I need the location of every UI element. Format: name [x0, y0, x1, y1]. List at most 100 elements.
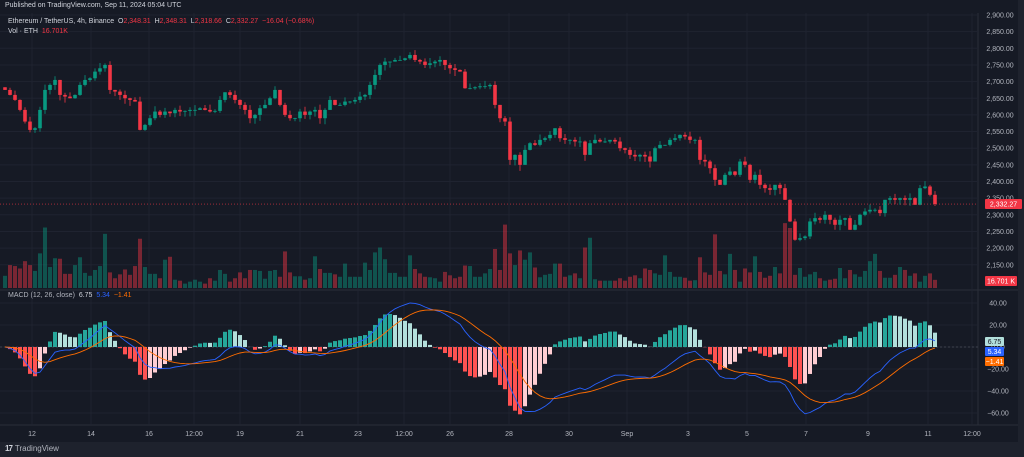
- macd-histogram-bar: [633, 343, 637, 347]
- macd-hist-badge-label: 6.75: [988, 339, 1002, 346]
- candle-body: [358, 96, 362, 100]
- macd-line-value: 5.34: [96, 292, 110, 299]
- time-tick-label: 9: [866, 431, 870, 438]
- macd-histogram-bar: [98, 322, 102, 347]
- time-tick-label: 12:00: [395, 431, 413, 438]
- macd-histogram-bar: [138, 347, 142, 375]
- macd-histogram-bar: [828, 344, 832, 347]
- candle-body: [368, 84, 372, 95]
- volume-bar: [583, 247, 587, 288]
- volume-bar: [368, 269, 372, 288]
- candle-body: [128, 98, 132, 100]
- time-tick-label: 12:00: [963, 431, 981, 438]
- candle-body: [428, 63, 432, 65]
- candle-body: [283, 104, 287, 115]
- volume-bar: [178, 280, 182, 288]
- volume-bar: [23, 261, 27, 288]
- macd-histogram-bar: [468, 347, 472, 377]
- price-tick-label: 2,400.00: [986, 179, 1013, 186]
- volume-bar: [378, 247, 382, 288]
- volume-bar: [423, 276, 427, 288]
- candle-body: [703, 159, 707, 162]
- volume-bar: [853, 274, 857, 288]
- volume-bar: [198, 281, 202, 288]
- candle-body: [788, 199, 792, 222]
- candle-body: [253, 114, 257, 119]
- macd-histogram-bar: [623, 337, 627, 347]
- volume-bar: [338, 276, 342, 288]
- change-value: −16.04 (−0.68%): [262, 18, 315, 25]
- candle-body: [863, 211, 867, 215]
- macd-histogram-bar: [33, 347, 37, 377]
- candle-body: [883, 199, 887, 214]
- candle-body: [843, 218, 847, 220]
- macd-histogram-bar: [933, 332, 937, 347]
- candle-body: [48, 84, 52, 90]
- macd-histogram-bar: [83, 329, 87, 347]
- candle-body: [278, 89, 282, 105]
- volume-bar: [598, 280, 602, 288]
- volume-bar: [68, 273, 72, 288]
- macd-histogram-bar: [103, 320, 107, 347]
- price-tick-label: 2,900.00: [986, 13, 1013, 20]
- volume-bar: [373, 252, 377, 288]
- macd-title[interactable]: MACD (12, 26, close): [8, 292, 75, 299]
- macd-histogram-bar: [38, 347, 42, 369]
- tradingview-logo-text: TradingView: [14, 444, 59, 453]
- volume-bar: [453, 278, 457, 288]
- macd-signal-badge-label: −1.41: [986, 359, 1004, 366]
- volume-bar: [838, 268, 842, 288]
- macd-histogram-bar: [813, 347, 817, 365]
- volume-bar: [588, 237, 592, 288]
- volume-bar: [918, 281, 922, 288]
- macd-histogram-bar: [853, 336, 857, 347]
- macd-histogram-bar: [913, 325, 917, 347]
- volume-label[interactable]: Vol · ETH: [8, 28, 38, 35]
- volume-bar: [788, 228, 792, 288]
- candle-body: [933, 194, 937, 205]
- candle-body: [28, 121, 32, 130]
- macd-histogram-bar: [153, 347, 157, 373]
- volume-bar: [628, 276, 632, 288]
- volume-bar: [863, 270, 867, 288]
- macd-histogram-bar: [268, 341, 272, 347]
- macd-histogram-bar: [233, 331, 237, 347]
- last-volume-label: 16.701 K: [987, 279, 1015, 286]
- price-tick-label: 2,250.00: [986, 229, 1013, 236]
- macd-histogram-bar: [448, 347, 452, 358]
- candle-body: [268, 98, 272, 105]
- volume-bar: [388, 272, 392, 288]
- candle-body: [228, 92, 232, 95]
- candle-body: [473, 87, 477, 89]
- macd-histogram-bar: [298, 347, 302, 353]
- volume-bar: [908, 275, 912, 288]
- candle-body: [773, 184, 777, 190]
- volume-bar: [903, 269, 907, 288]
- candle-body: [173, 109, 177, 114]
- macd-histogram-bar: [798, 347, 802, 384]
- volume-bar: [193, 279, 197, 288]
- candle-body: [583, 141, 587, 155]
- macd-histogram-bar: [413, 328, 417, 347]
- time-tick-label: 12: [28, 431, 36, 438]
- candle-body: [443, 59, 447, 65]
- volume-bar: [623, 280, 627, 288]
- volume-bar: [253, 269, 257, 288]
- volume-bar: [683, 277, 687, 288]
- candle-body: [548, 134, 552, 139]
- symbol-name[interactable]: Ethereum / TetherUS, 4h, Binance: [8, 18, 115, 25]
- volume-bar: [538, 277, 542, 288]
- candle-body: [828, 214, 832, 220]
- volume-bar: [848, 269, 852, 288]
- macd-legend: MACD (12, 26, close) 6.75 5.34 −1.41: [8, 292, 132, 299]
- tradingview-logo[interactable]: 17 TradingView: [5, 444, 59, 453]
- macd-histogram-bar: [618, 334, 622, 347]
- volume-bar: [803, 276, 807, 288]
- macd-histogram-bar: [458, 347, 462, 364]
- volume-bar: [128, 274, 132, 288]
- macd-histogram-bar: [793, 347, 797, 380]
- macd-histogram-bar: [393, 315, 397, 347]
- close-label: C: [225, 18, 231, 25]
- macd-histogram-bar: [908, 320, 912, 347]
